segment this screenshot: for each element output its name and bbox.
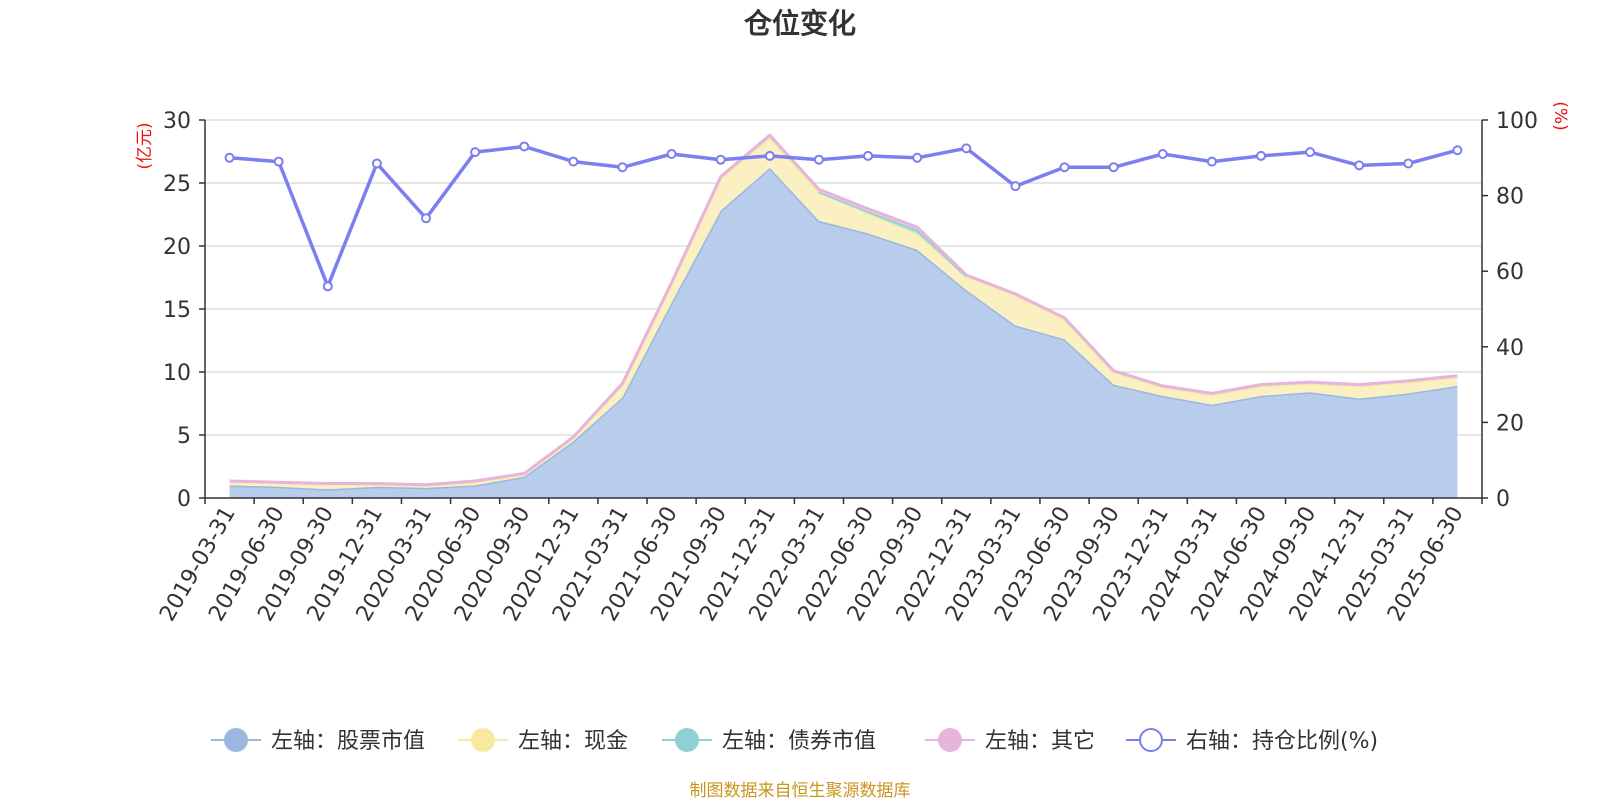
legend-marker-0 xyxy=(224,728,248,752)
ratio-point xyxy=(470,147,481,158)
right-y-tick-label: 80 xyxy=(1496,185,1524,210)
ratio-point xyxy=(912,152,923,163)
area-edge-0 xyxy=(229,166,1458,491)
right-axis-unit: (%) xyxy=(1550,101,1570,130)
right-y-tick-label: 0 xyxy=(1496,487,1510,512)
ratio-point xyxy=(568,156,579,167)
left-y-tick-labels: 0 5 10 15 20 25 30 xyxy=(163,109,205,512)
ratio-point xyxy=(1108,162,1119,173)
x-tick-labels: 2019-03-312019-06-302019-09-302019-12-31… xyxy=(155,498,1483,626)
left-y-tick-label: 5 xyxy=(177,424,191,449)
ratio-point xyxy=(617,162,628,173)
area-edge-3 xyxy=(229,133,1458,487)
ratio-point xyxy=(715,154,726,165)
right-y-tick-label: 20 xyxy=(1496,411,1524,436)
ratio-point xyxy=(421,213,432,224)
ratio-point xyxy=(1206,156,1217,167)
left-y-tick-label: 15 xyxy=(163,298,191,323)
left-y-tick-label: 10 xyxy=(163,361,191,386)
ratio-point xyxy=(1354,160,1365,171)
legend-label-0: 左轴：股票市值 xyxy=(271,729,425,754)
ratio-point xyxy=(519,141,530,152)
left-y-tick-label: 30 xyxy=(163,109,191,134)
ratio-point xyxy=(1452,145,1463,156)
ratio-point xyxy=(371,158,382,169)
left-y-tick-label: 20 xyxy=(163,235,191,260)
right-y-tick-label: 40 xyxy=(1496,336,1524,361)
source-note: 制图数据来自恒生聚源数据库 xyxy=(690,781,911,800)
left-axis-unit: (亿元) xyxy=(135,122,155,169)
ratio-point xyxy=(322,281,333,292)
position-ratio-line xyxy=(224,141,1463,292)
ratio-point xyxy=(273,156,284,167)
area-0 xyxy=(229,167,1458,498)
legend-label-1: 左轴：现金 xyxy=(518,729,628,754)
chart-title: 仓位变化 xyxy=(744,7,856,40)
right-y-tick-label: 100 xyxy=(1496,109,1538,134)
ratio-line xyxy=(229,144,1458,289)
area-1 xyxy=(229,137,1458,490)
right-y-tick-labels: 0 20 40 60 80 100 xyxy=(1482,109,1538,512)
legend-marker-2 xyxy=(675,728,699,752)
left-y-tick-label: 25 xyxy=(163,172,191,197)
ratio-point xyxy=(813,154,824,165)
ratio-point xyxy=(764,150,775,161)
legend-marker-1 xyxy=(471,728,495,752)
legend: 左轴：股票市值 左轴：现金 左轴：债券市值 左轴：其它 右轴：持仓比例(%) xyxy=(211,728,1378,754)
legend-marker-4 xyxy=(1139,728,1163,752)
ratio-point xyxy=(224,152,235,163)
stacked-area-series xyxy=(229,133,1458,498)
ratio-point xyxy=(863,150,874,161)
ratio-point xyxy=(1255,150,1266,161)
legend-label-2: 左轴：债券市值 xyxy=(722,729,876,754)
right-y-tick-label: 60 xyxy=(1496,260,1524,285)
legend-marker-3 xyxy=(938,728,962,752)
ratio-point xyxy=(1305,147,1316,158)
ratio-point xyxy=(961,143,972,154)
ratio-point xyxy=(666,149,677,160)
ratio-point xyxy=(1157,149,1168,160)
left-y-tick-label: 0 xyxy=(177,487,191,512)
ratio-point xyxy=(1403,158,1414,169)
legend-label-3: 左轴：其它 xyxy=(985,729,1095,754)
legend-label-4: 右轴：持仓比例(%) xyxy=(1186,729,1378,754)
ratio-point xyxy=(1010,181,1021,192)
ratio-point xyxy=(1059,162,1070,173)
